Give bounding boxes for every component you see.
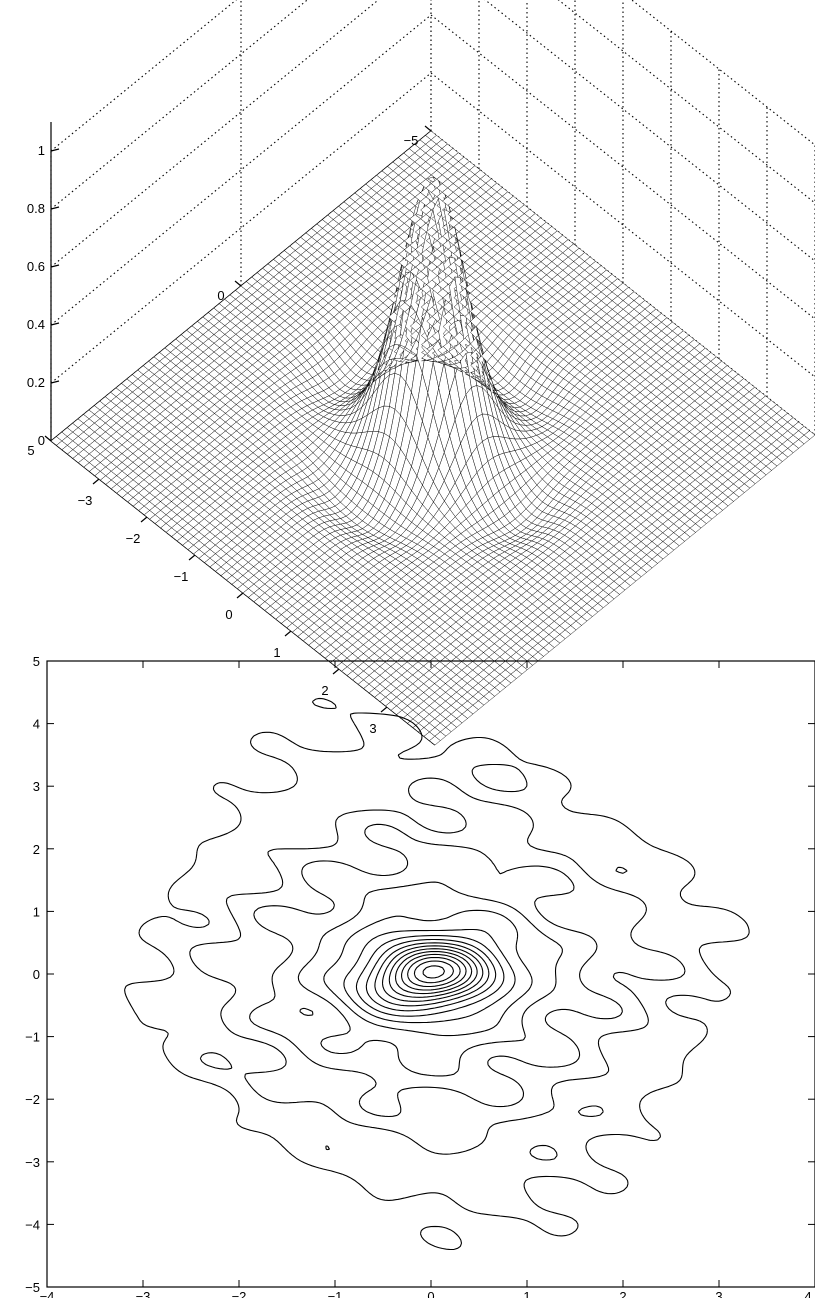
z-tick-label: 0.6 bbox=[27, 259, 45, 274]
z-tick-mark bbox=[50, 148, 60, 152]
x-tick-label: 2 bbox=[321, 683, 328, 698]
contour-level-line bbox=[249, 823, 623, 1118]
x-tick-label: −3 bbox=[78, 493, 93, 508]
contour-level-line bbox=[413, 960, 455, 984]
grid-line bbox=[484, 0, 815, 262]
x-tick-label: 1 bbox=[273, 645, 280, 660]
z-tick-mark bbox=[50, 264, 60, 268]
x-tick-mark bbox=[188, 554, 196, 561]
x-tick-mark bbox=[284, 630, 292, 637]
z-tick-label: 0.4 bbox=[27, 317, 45, 332]
x-tick-label: −1 bbox=[174, 569, 189, 584]
grid-line bbox=[50, 0, 380, 268]
y-tick-mark bbox=[44, 435, 52, 442]
z-tick-label: 0 bbox=[38, 433, 45, 448]
y-tick-label: 0 bbox=[217, 288, 224, 303]
grid-line bbox=[50, 0, 237, 152]
z-tick-mark bbox=[50, 206, 60, 210]
contour-level-line bbox=[297, 881, 563, 1077]
contour-level-line bbox=[401, 953, 467, 991]
contour-level-line bbox=[124, 697, 750, 1251]
y-tick-mark bbox=[424, 125, 432, 132]
contour-level-line bbox=[323, 909, 533, 1037]
x-tick-mark bbox=[332, 668, 340, 675]
grid-line bbox=[50, 0, 309, 210]
contour-level-line bbox=[189, 777, 686, 1161]
x-tick-mark bbox=[92, 478, 100, 485]
x-tick-label: 3 bbox=[369, 721, 376, 736]
x-tick-mark bbox=[380, 706, 388, 713]
z-tick-mark bbox=[50, 322, 60, 326]
y-tick-label: −5 bbox=[404, 133, 419, 148]
grid-line bbox=[50, 14, 432, 326]
y-tick-mark bbox=[234, 280, 242, 287]
z-tick-label: 1 bbox=[38, 143, 45, 158]
surface-mesh bbox=[50, 130, 815, 746]
x-tick-label: −2 bbox=[126, 531, 141, 546]
grid-line bbox=[50, 72, 432, 384]
contour-level-line bbox=[422, 965, 446, 979]
x-tick-mark bbox=[140, 516, 148, 523]
z-tick-label: 0.8 bbox=[27, 201, 45, 216]
grid-line bbox=[430, 14, 815, 320]
x-tick-label: 0 bbox=[225, 607, 232, 622]
contour-lines bbox=[124, 697, 750, 1251]
x-tick-mark bbox=[236, 592, 244, 599]
z-tick-label: 0.2 bbox=[27, 375, 45, 390]
z-tick-mark bbox=[50, 380, 60, 384]
y-tick-label: 5 bbox=[27, 443, 34, 458]
grid-line bbox=[430, 72, 815, 378]
